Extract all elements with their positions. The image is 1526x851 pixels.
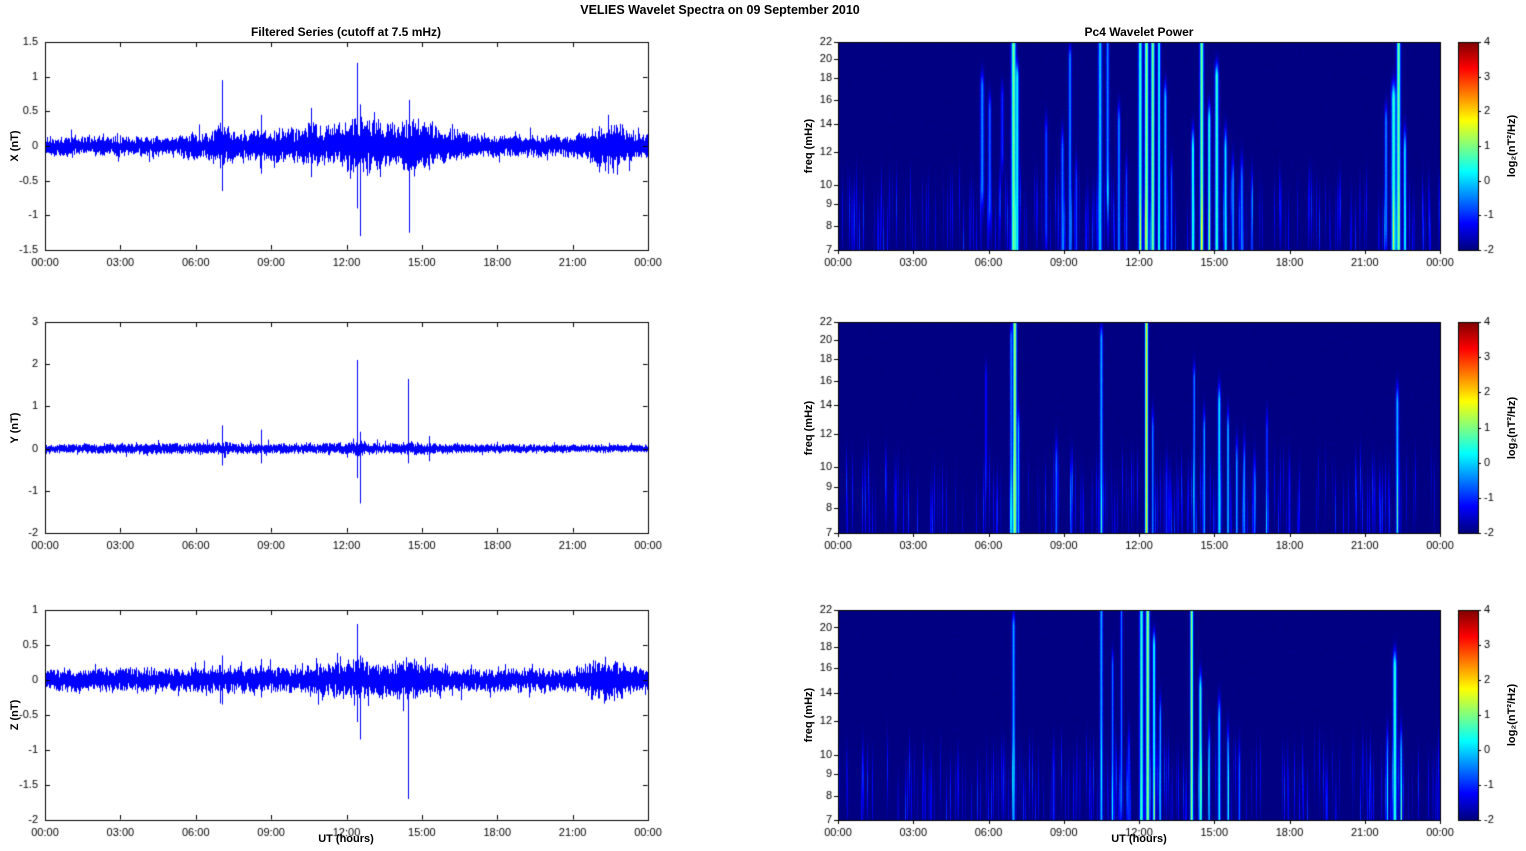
ylabel-x-nt: X (nT)	[9, 130, 21, 162]
figure-title: VELIES Wavelet Spectra on 09 September 2…	[580, 3, 860, 17]
xlabel-ut-hours-right: UT (hours)	[1111, 833, 1167, 845]
left-column-title: Filtered Series (cutoff at 7.5 mHz)	[250, 25, 442, 39]
xlabel-ut-hours-left: UT (hours)	[318, 833, 374, 845]
ylabel-y-nt: Y (nT)	[9, 412, 21, 444]
ylabel-freq-bottom: freq (mHz)	[803, 687, 815, 743]
ylabel-freq-middle: freq (mHz)	[803, 400, 815, 456]
colorbar-label-middle: log₂(nT²/Hz)	[1506, 396, 1518, 460]
colorbar-label-bottom: log₂(nT²/Hz)	[1506, 683, 1518, 747]
ylabel-freq-top: freq (mHz)	[803, 118, 815, 174]
right-column-title: Pc4 Wavelet Power	[1084, 25, 1194, 39]
ylabel-z-nt: Z (nT)	[9, 699, 21, 731]
colorbar-label-top: log₂(nT²/Hz)	[1506, 114, 1518, 178]
